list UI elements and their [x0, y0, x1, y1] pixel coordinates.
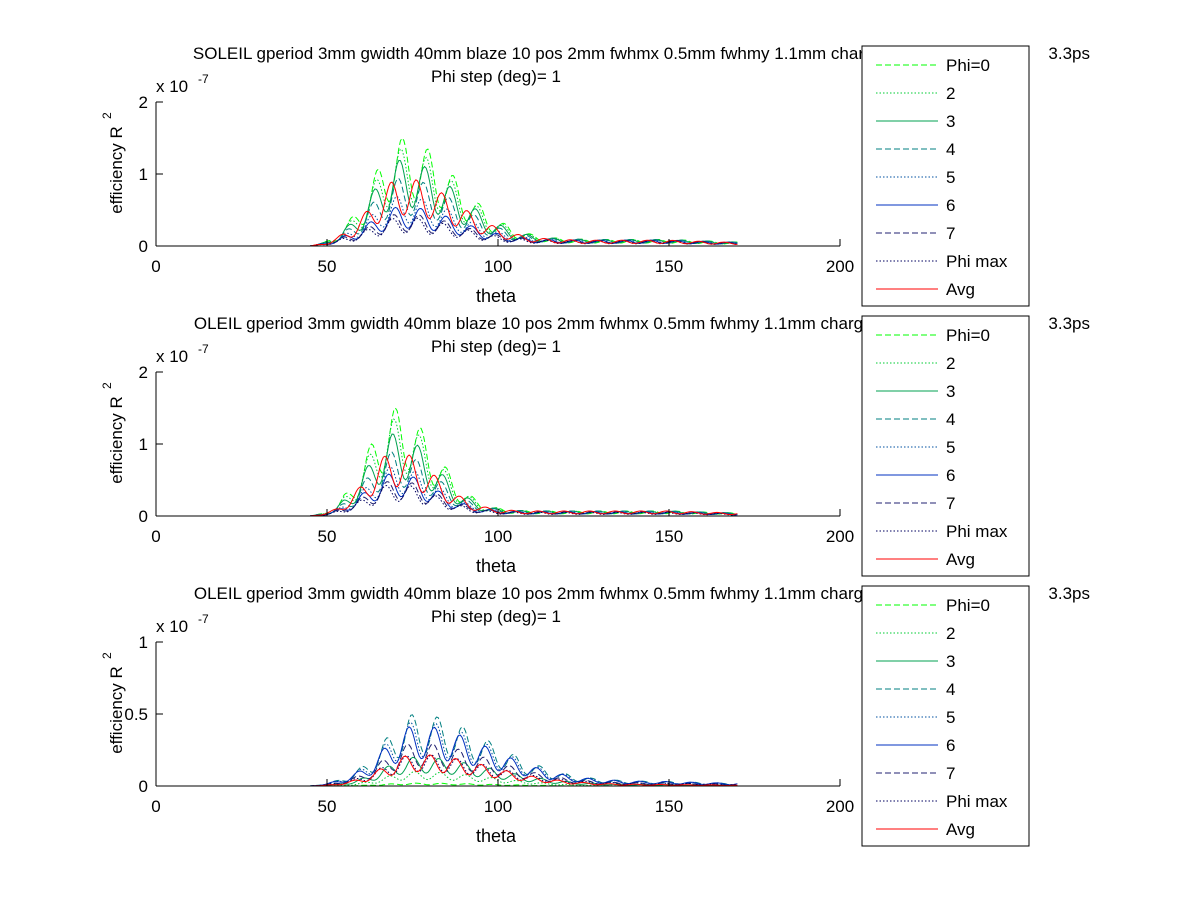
legend-label-6: 6: [946, 466, 955, 485]
y-axis-label-superscript: 2: [100, 652, 114, 659]
x-axis-label: theta: [476, 556, 517, 576]
x-tick-label: 50: [318, 797, 337, 816]
series-line-6: [190, 473, 738, 517]
series-line-7: [190, 481, 738, 517]
chart-title-suffix: 3.3ps: [1048, 44, 1090, 63]
y-exponent-base: x 10: [156, 77, 188, 96]
series-line-3: [190, 756, 738, 787]
chart-title: SOLEIL gperiod 3mm gwidth 40mm blaze 10 …: [193, 44, 897, 63]
legend-label-2: 2: [946, 84, 955, 103]
x-tick-label: 100: [484, 527, 512, 546]
series-line-5: [190, 465, 738, 517]
chart-title-suffix: 3.3ps: [1048, 314, 1090, 333]
x-tick-label: 100: [484, 257, 512, 276]
legend-label-1: Phi=0: [946, 56, 990, 75]
y-tick-label: 0: [139, 237, 148, 256]
chart-title-suffix: 3.3ps: [1048, 584, 1090, 603]
legend-box: [861, 45, 1030, 307]
series-line-9: [190, 179, 738, 247]
legend-label-5: 5: [946, 438, 955, 457]
legend-label-8: Phi max: [946, 252, 1008, 271]
x-tick-label: 200: [826, 797, 854, 816]
y-tick-label: 0.5: [124, 705, 148, 724]
y-axis-label: efficiency R: [107, 666, 126, 754]
legend-label-4: 4: [946, 410, 955, 429]
legend-label-1: Phi=0: [946, 596, 990, 615]
series-line-9: [190, 754, 738, 787]
x-tick-label: 200: [826, 527, 854, 546]
x-tick-label: 150: [655, 797, 683, 816]
y-exponent-power: -7: [198, 612, 209, 626]
chart-title: OLEIL gperiod 3mm gwidth 40mm blaze 10 p…: [194, 584, 896, 603]
legend-label-6: 6: [946, 196, 955, 215]
y-axis-label-superscript: 2: [100, 382, 114, 389]
y-tick-label: 2: [139, 363, 148, 382]
y-exponent-base: x 10: [156, 617, 188, 636]
legend: Phi=0 2 3 4 5 6 7 Phi max Avg: [861, 45, 1030, 307]
chart-subtitle: Phi step (deg)= 1: [431, 607, 561, 626]
legend-label-7: 7: [946, 494, 955, 513]
y-tick-label: 1: [139, 633, 148, 652]
legend-label-2: 2: [946, 624, 955, 643]
y-tick-label: 0: [139, 507, 148, 526]
y-tick-label: 0: [139, 777, 148, 796]
x-tick-label: 50: [318, 527, 337, 546]
series-line-7: [190, 743, 738, 787]
y-tick-label: 1: [139, 435, 148, 454]
x-tick-label: 150: [655, 527, 683, 546]
legend-label-8: Phi max: [946, 522, 1008, 541]
subplot-3: OLEIL gperiod 3mm gwidth 40mm blaze 10 p…: [100, 584, 1090, 847]
legend-label-5: 5: [946, 708, 955, 727]
x-tick-label: 200: [826, 257, 854, 276]
series-line-1: [190, 137, 738, 247]
legend-label-5: 5: [946, 168, 955, 187]
y-tick-label: 2: [139, 93, 148, 112]
x-tick-label: 0: [151, 527, 160, 546]
series-line-2: [190, 418, 738, 517]
legend: Phi=0 2 3 4 5 6 7 Phi max Avg: [861, 585, 1030, 847]
series-line-4: [190, 714, 738, 787]
x-tick-label: 100: [484, 797, 512, 816]
legend-label-3: 3: [946, 652, 955, 671]
legend-box: [861, 315, 1030, 577]
chart-title: OLEIL gperiod 3mm gwidth 40mm blaze 10 p…: [194, 314, 896, 333]
y-exponent-base: x 10: [156, 347, 188, 366]
y-tick-label: 1: [139, 165, 148, 184]
x-axis-label: theta: [476, 826, 517, 846]
x-tick-label: 150: [655, 257, 683, 276]
legend-label-3: 3: [946, 382, 955, 401]
legend-label-8: Phi max: [946, 792, 1008, 811]
subplot-1: SOLEIL gperiod 3mm gwidth 40mm blaze 10 …: [100, 44, 1090, 307]
x-tick-label: 0: [151, 257, 160, 276]
y-exponent-power: -7: [198, 342, 209, 356]
y-axis-label-superscript: 2: [100, 112, 114, 119]
series-line-5: [190, 721, 738, 787]
y-exponent-power: -7: [198, 72, 209, 86]
legend-label-1: Phi=0: [946, 326, 990, 345]
subplot-2: OLEIL gperiod 3mm gwidth 40mm blaze 10 p…: [100, 314, 1090, 577]
y-axis-label: efficiency R: [107, 126, 126, 214]
legend-label-9: Avg: [946, 280, 975, 299]
chart-subtitle: Phi step (deg)= 1: [431, 67, 561, 86]
y-axis-label: efficiency R: [107, 396, 126, 484]
legend-label-9: Avg: [946, 820, 975, 839]
legend-label-2: 2: [946, 354, 955, 373]
legend-label-4: 4: [946, 680, 955, 699]
legend-label-4: 4: [946, 140, 955, 159]
legend-label-9: Avg: [946, 550, 975, 569]
chart-subtitle: Phi step (deg)= 1: [431, 337, 561, 356]
legend: Phi=0 2 3 4 5 6 7 Phi max Avg: [861, 315, 1030, 577]
legend-label-6: 6: [946, 736, 955, 755]
x-axis-label: theta: [476, 286, 517, 306]
legend-label-7: 7: [946, 224, 955, 243]
legend-label-3: 3: [946, 112, 955, 131]
legend-label-7: 7: [946, 764, 955, 783]
x-tick-label: 50: [318, 257, 337, 276]
x-tick-label: 0: [151, 797, 160, 816]
legend-box: [861, 585, 1030, 847]
